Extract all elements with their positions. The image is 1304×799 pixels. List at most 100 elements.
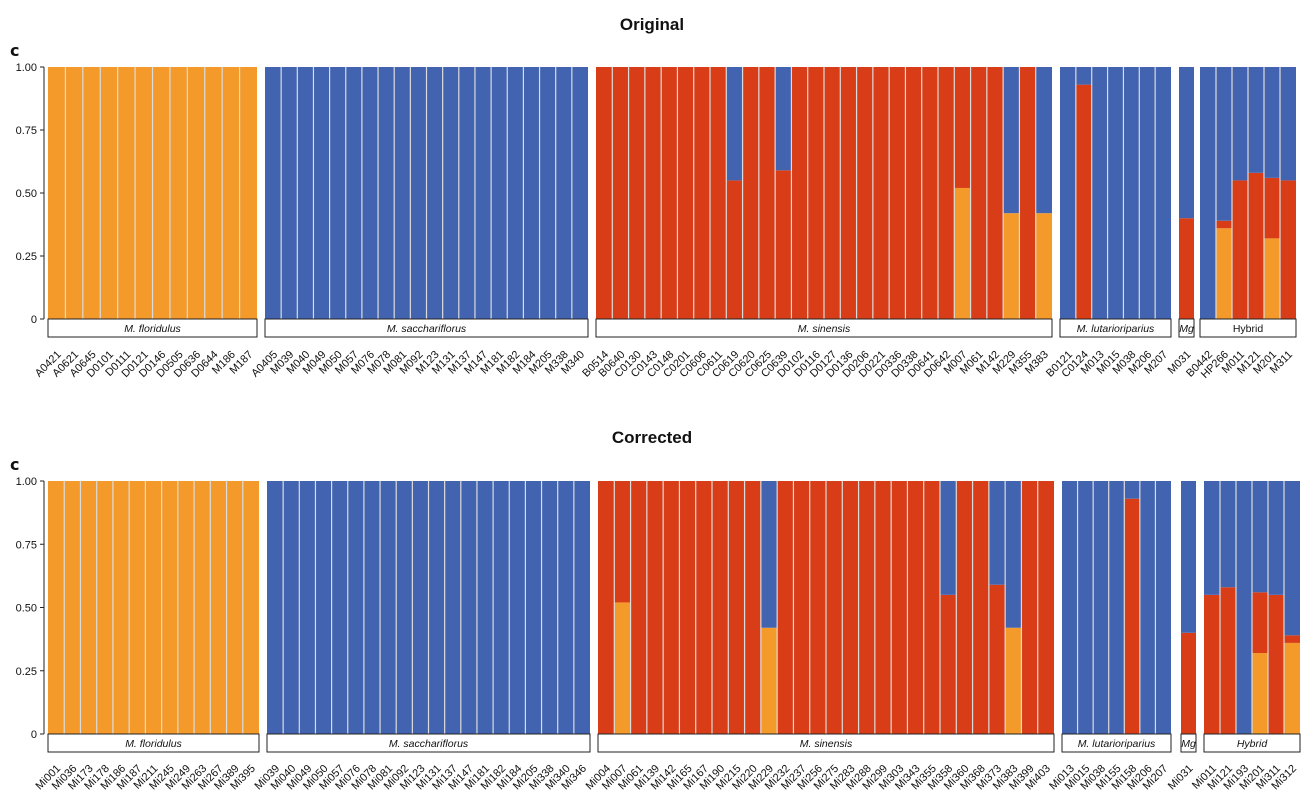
bar-orange-Mi312 <box>1284 642 1300 734</box>
bar-red-M355 <box>1019 67 1036 319</box>
bar-blue-C0124 <box>1075 67 1092 85</box>
bar-blue-Mi158 <box>1124 481 1140 499</box>
bar-red-C0201 <box>677 67 694 319</box>
bar-blue-Mi312 <box>1284 481 1300 636</box>
bar-blue-M078 <box>378 67 395 319</box>
group-label: M. sacchariflorus <box>389 738 469 750</box>
bar-red-Mi201 <box>1252 592 1268 654</box>
bar-orange-Mi389 <box>226 481 243 734</box>
bar-blue-Mi076 <box>347 481 364 734</box>
bar-blue-M311 <box>1280 67 1296 181</box>
group-label: Mg <box>1179 323 1194 335</box>
bar-blue-Mi340 <box>557 481 574 734</box>
bar-red-Mi360 <box>956 481 973 734</box>
bar-red-M031 <box>1179 218 1194 319</box>
bar-red-Mi288 <box>858 481 875 734</box>
bar-blue-Mi338 <box>541 481 558 734</box>
bar-red-D0336 <box>889 67 906 319</box>
bar-red-C0606 <box>693 67 710 319</box>
bar-orange-M007 <box>954 187 971 319</box>
bar-red-C0625 <box>758 67 776 319</box>
bar-orange-Mi267 <box>210 481 227 734</box>
bar-blue-Mi229 <box>760 481 778 628</box>
bar-red-Mi256 <box>809 481 826 734</box>
bar-orange-Mi178 <box>96 481 113 734</box>
bar-red-Mi232 <box>777 481 794 734</box>
bar-orange-M229 <box>1003 213 1020 319</box>
bar-red-Mi167 <box>695 481 712 734</box>
bar-blue-Mi050 <box>315 481 332 734</box>
group-label: M. sacchariflorus <box>387 323 467 335</box>
group-label: M. lutarioriparius <box>1078 738 1156 750</box>
bar-orange-Mi001 <box>48 481 65 734</box>
bar-blue-Mi013 <box>1062 481 1078 734</box>
bar-blue-Mi206 <box>1139 481 1156 734</box>
bar-red-Mi139 <box>646 481 664 734</box>
bar-red-Mi355 <box>923 481 940 734</box>
y-tick-label: 0.25 <box>16 251 37 263</box>
bar-blue-Mi049 <box>299 481 316 734</box>
bar-blue-M383 <box>1035 67 1052 214</box>
bar-orange-M201 <box>1264 238 1280 319</box>
panel-label: c <box>10 41 19 60</box>
bar-blue-M049 <box>313 67 330 319</box>
bar-orange-Mi383 <box>1005 627 1022 734</box>
group-label: M. floridulus <box>124 323 181 335</box>
group-label-box <box>597 733 1055 753</box>
bar-blue-Mi155 <box>1108 481 1125 734</box>
bar-red-D0136 <box>840 67 857 319</box>
bar-red-HP266 <box>1216 220 1232 229</box>
bar-blue-Mi373 <box>988 481 1006 585</box>
panel-corrected: Corrected c 0 0.25 0.50 0.75 1.00Mi001Mi036Mi1… <box>10 428 1301 792</box>
bar-blue-M040 <box>297 67 314 319</box>
bar-red-Mi220 <box>744 481 761 734</box>
bar-blue-M137 <box>458 67 475 319</box>
bar-orange-A0621 <box>65 67 83 319</box>
bar-red-Mi373 <box>988 584 1006 734</box>
bar-orange-Mi249 <box>177 481 195 734</box>
group-label-box <box>1180 733 1197 753</box>
bar-blue-M184 <box>523 67 540 319</box>
bar-red-C0143 <box>644 67 662 319</box>
bar-red-Mi007 <box>614 481 631 603</box>
group-m-sinensis: B0514B0640C0130C0143C0148C0201C0606C0611… <box>580 67 1053 380</box>
bar-orange-D0505 <box>169 67 188 319</box>
group-label-box <box>595 318 1053 338</box>
bar-blue-M147 <box>474 67 492 319</box>
bar-blue-Mi131 <box>428 481 445 734</box>
bar-blue-M181 <box>491 67 508 319</box>
bar-blue-Mi383 <box>1005 481 1022 628</box>
bar-orange-D0644 <box>204 67 223 319</box>
bar-blue-Mi038 <box>1093 481 1109 734</box>
bar-blue-M015 <box>1107 67 1124 319</box>
bar-red-D0641 <box>921 67 938 319</box>
bar-blue-Mi015 <box>1077 481 1094 734</box>
bar-blue-A0405 <box>265 67 282 319</box>
bar-blue-M076 <box>361 67 379 319</box>
group-label-box <box>1199 318 1297 338</box>
bar-blue-M039 <box>281 67 298 319</box>
bar-red-D0127 <box>824 67 841 319</box>
bar-orange-Mi245 <box>161 481 178 734</box>
bar-blue-Mi137 <box>444 481 461 734</box>
bar-blue-Mi081 <box>380 481 397 734</box>
bar-red-D0206 <box>856 67 873 319</box>
bar-blue-C0619 <box>726 67 743 181</box>
bar-red-M121 <box>1248 172 1264 319</box>
bar-red-Mi011 <box>1204 594 1220 734</box>
bar-blue-Mi092 <box>396 481 413 734</box>
group-label: M. sinensis <box>800 738 853 750</box>
bar-red-M201 <box>1264 177 1280 239</box>
bar-orange-D0146 <box>152 67 170 319</box>
bar-orange-M187 <box>239 67 257 319</box>
bar-blue-M131 <box>442 67 459 319</box>
bar-blue-M050 <box>329 67 346 319</box>
bar-blue-M201 <box>1264 67 1280 178</box>
bar-red-C0130 <box>628 67 645 319</box>
bar-blue-Mi040 <box>283 481 300 734</box>
group-label: Mg <box>1181 738 1196 750</box>
bar-red-Mi215 <box>728 481 745 734</box>
